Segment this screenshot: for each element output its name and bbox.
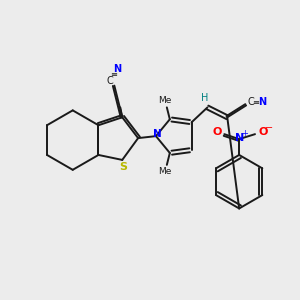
Text: −: −	[265, 123, 273, 133]
Text: C: C	[106, 76, 113, 85]
Text: O: O	[213, 127, 222, 137]
Text: Me: Me	[158, 167, 172, 176]
Text: Me: Me	[158, 96, 172, 105]
Text: +: +	[241, 129, 248, 138]
Text: N: N	[153, 129, 161, 139]
Text: N: N	[235, 133, 244, 143]
Text: N: N	[258, 98, 266, 107]
Text: S: S	[119, 162, 127, 172]
Text: N: N	[113, 64, 122, 74]
Text: H: H	[201, 94, 208, 103]
Text: C: C	[248, 98, 254, 107]
Text: ≡: ≡	[110, 70, 117, 79]
Text: O: O	[258, 127, 268, 137]
Text: ≡: ≡	[253, 98, 260, 107]
